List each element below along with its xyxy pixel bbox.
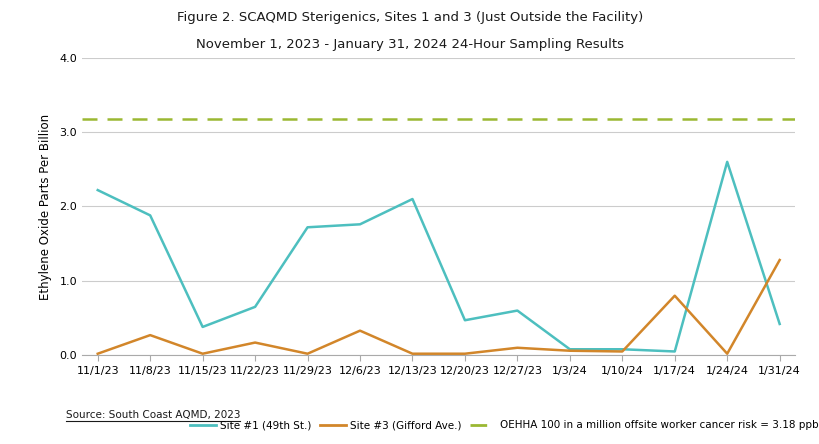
Legend: Site #1 (49th St.), Site #3 (Gifford Ave.), OEHHA 100 in a million offsite worke: Site #1 (49th St.), Site #3 (Gifford Ave…	[185, 416, 819, 434]
Y-axis label: Ethylene Oxide Parts Per Billion: Ethylene Oxide Parts Per Billion	[39, 113, 52, 300]
Text: Figure 2. SCAQMD Sterigenics, Sites 1 and 3 (Just Outside the Facility): Figure 2. SCAQMD Sterigenics, Sites 1 an…	[177, 11, 642, 24]
Text: November 1, 2023 - January 31, 2024 24-Hour Sampling Results: November 1, 2023 - January 31, 2024 24-H…	[196, 38, 623, 51]
Text: Source: South Coast AQMD, 2023: Source: South Coast AQMD, 2023	[66, 409, 240, 420]
